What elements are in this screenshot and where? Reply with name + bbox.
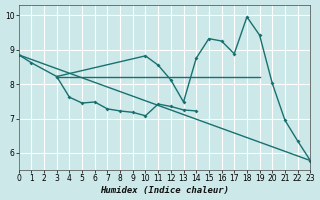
X-axis label: Humidex (Indice chaleur): Humidex (Indice chaleur) (100, 186, 229, 195)
